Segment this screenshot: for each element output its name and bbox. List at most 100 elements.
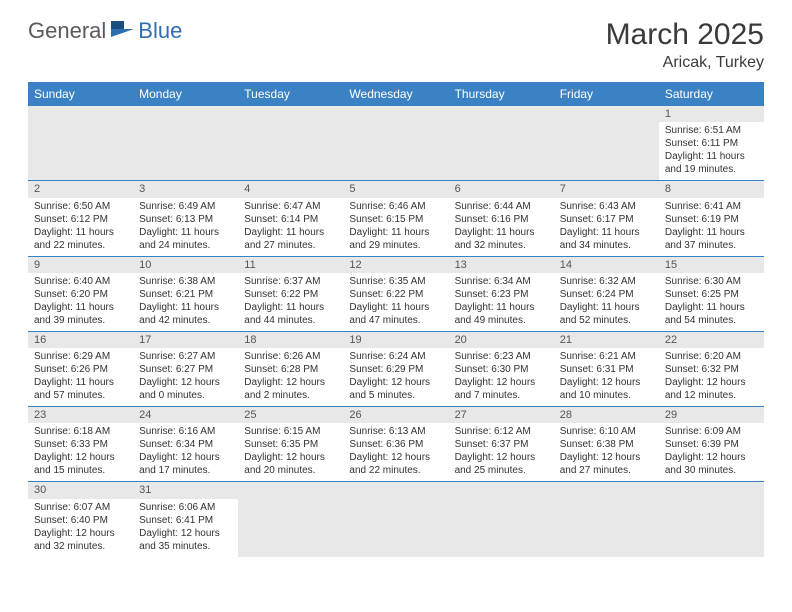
day-number: 2 (28, 181, 133, 197)
sunrise-text: Sunrise: 6:29 AM (34, 350, 127, 363)
sunset-text: Sunset: 6:12 PM (34, 213, 127, 226)
calendar-cell: 17Sunrise: 6:27 AMSunset: 6:27 PMDayligh… (133, 332, 238, 406)
calendar-cell (554, 106, 659, 180)
day-number: 24 (133, 407, 238, 423)
sunset-text: Sunset: 6:21 PM (139, 288, 232, 301)
logo: General Blue (28, 18, 182, 44)
calendar-cell: 11Sunrise: 6:37 AMSunset: 6:22 PMDayligh… (238, 257, 343, 331)
sunrise-text: Sunrise: 6:27 AM (139, 350, 232, 363)
sunset-text: Sunset: 6:41 PM (139, 514, 232, 527)
day-number: 1 (659, 106, 764, 122)
daylight-text: Daylight: 11 hours and 42 minutes. (139, 301, 232, 327)
calendar-cell: 22 Sunrise: 6:20 AMSunset: 6:32 PMDayligh… (659, 332, 764, 406)
daylight-text: Daylight: 12 hours and 0 minutes. (139, 376, 232, 402)
day-number: 19 (343, 332, 448, 348)
header: General Blue March 2025 Aricak, Turkey (0, 0, 792, 82)
sunset-text: Sunset: 6:22 PM (349, 288, 442, 301)
calendar-cell: 2Sunrise: 6:50 AMSunset: 6:12 PMDaylight… (28, 181, 133, 255)
sunset-text: Sunset: 6:33 PM (34, 438, 127, 451)
calendar-cell: 18Sunrise: 6:26 AMSunset: 6:28 PMDayligh… (238, 332, 343, 406)
daylight-text: Daylight: 12 hours and 12 minutes. (665, 376, 758, 402)
day-number: 14 (554, 257, 659, 273)
sunset-text: Sunset: 6:23 PM (455, 288, 548, 301)
calendar-cell: 8Sunrise: 6:41 AMSunset: 6:19 PMDaylight… (659, 181, 764, 255)
sunset-text: Sunset: 6:35 PM (244, 438, 337, 451)
calendar-cell: 28Sunrise: 6:10 AMSunset: 6:38 PMDayligh… (554, 407, 659, 481)
sunset-text: Sunset: 6:16 PM (455, 213, 548, 226)
sunset-text: Sunset: 6:32 PM (665, 363, 758, 376)
sunrise-text: Sunrise: 6:20 AM (665, 350, 758, 363)
daylight-text: Daylight: 12 hours and 5 minutes. (349, 376, 442, 402)
calendar-cell (238, 482, 343, 556)
day-number: 15 (659, 257, 764, 273)
sunrise-text: Sunrise: 6:38 AM (139, 275, 232, 288)
calendar-cell: 20Sunrise: 6:23 AMSunset: 6:30 PMDayligh… (449, 332, 554, 406)
day-number: 25 (238, 407, 343, 423)
sunrise-text: Sunrise: 6:49 AM (139, 200, 232, 213)
logo-text-general: General (28, 18, 106, 44)
calendar-cell: 4Sunrise: 6:47 AMSunset: 6:14 PMDaylight… (238, 181, 343, 255)
sunrise-text: Sunrise: 6:26 AM (244, 350, 337, 363)
sunset-text: Sunset: 6:31 PM (560, 363, 653, 376)
calendar-cell: 23Sunrise: 6:18 AMSunset: 6:33 PMDayligh… (28, 407, 133, 481)
day-number: 31 (133, 482, 238, 498)
sunset-text: Sunset: 6:14 PM (244, 213, 337, 226)
calendar-cell (133, 106, 238, 180)
calendar-cell: 14Sunrise: 6:32 AMSunset: 6:24 PMDayligh… (554, 257, 659, 331)
logo-flag-icon (110, 19, 136, 44)
calendar-cell: 31Sunrise: 6:06 AMSunset: 6:41 PMDayligh… (133, 482, 238, 556)
daylight-text: Daylight: 12 hours and 22 minutes. (349, 451, 442, 477)
sunrise-text: Sunrise: 6:44 AM (455, 200, 548, 213)
sunrise-text: Sunrise: 6:40 AM (34, 275, 127, 288)
day-number: 16 (28, 332, 133, 348)
sunset-text: Sunset: 6:15 PM (349, 213, 442, 226)
calendar-week: 30Sunrise: 6:07 AMSunset: 6:40 PMDayligh… (28, 482, 764, 556)
sunrise-text: Sunrise: 6:50 AM (34, 200, 127, 213)
sunrise-text: Sunrise: 6:47 AM (244, 200, 337, 213)
calendar-cell: 19Sunrise: 6:24 AMSunset: 6:29 PMDayligh… (343, 332, 448, 406)
daylight-text: Daylight: 12 hours and 7 minutes. (455, 376, 548, 402)
calendar-week: 16 Sunrise: 6:29 AMSunset: 6:26 PM Dayligh… (28, 332, 764, 407)
calendar-cell: 27Sunrise: 6:12 AMSunset: 6:37 PMDayligh… (449, 407, 554, 481)
sunrise-text: Sunrise: 6:37 AM (244, 275, 337, 288)
sunrise-text: Sunrise: 6:51 AM (665, 124, 758, 137)
sunrise-text: Sunrise: 6:21 AM (560, 350, 653, 363)
calendar-cell (449, 106, 554, 180)
sunset-text: Sunset: 6:37 PM (455, 438, 548, 451)
sunrise-text: Sunrise: 6:32 AM (560, 275, 653, 288)
daylight-text: Daylight: 11 hours and 39 minutes. (34, 301, 127, 327)
calendar-cell: 26Sunrise: 6:13 AMSunset: 6:36 PMDayligh… (343, 407, 448, 481)
sunset-text: Sunset: 6:30 PM (455, 363, 548, 376)
calendar-cell: 12Sunrise: 6:35 AMSunset: 6:22 PMDayligh… (343, 257, 448, 331)
day-header: Tuesday (238, 82, 343, 106)
day-header: Thursday (449, 82, 554, 106)
daylight-text: Daylight: 12 hours and 10 minutes. (560, 376, 653, 402)
sunrise-text: Sunrise: 6:23 AM (455, 350, 548, 363)
day-header: Monday (133, 82, 238, 106)
sunset-text: Sunset: 6:26 PM (34, 363, 127, 376)
calendar-cell: 15Sunrise: 6:30 AMSunset: 6:25 PMDayligh… (659, 257, 764, 331)
day-number: 26 (343, 407, 448, 423)
sunset-text: Sunset: 6:22 PM (244, 288, 337, 301)
calendar-week: 1Sunrise: 6:51 AMSunset: 6:11 PMDaylight… (28, 106, 764, 181)
day-number: 23 (28, 407, 133, 423)
daylight-text: Daylight: 12 hours and 15 minutes. (34, 451, 127, 477)
daylight-text: Daylight: 11 hours and 29 minutes. (349, 226, 442, 252)
sunset-text: Sunset: 6:25 PM (665, 288, 758, 301)
day-number: 12 (343, 257, 448, 273)
sunrise-text: Sunrise: 6:15 AM (244, 425, 337, 438)
day-number: 30 (28, 482, 133, 498)
day-number: 22 (659, 332, 764, 348)
calendar-cell: 3Sunrise: 6:49 AMSunset: 6:13 PMDaylight… (133, 181, 238, 255)
sunrise-text: Sunrise: 6:09 AM (665, 425, 758, 438)
sunset-text: Sunset: 6:24 PM (560, 288, 653, 301)
day-number: 27 (449, 407, 554, 423)
calendar-week: 9Sunrise: 6:40 AMSunset: 6:20 PMDaylight… (28, 257, 764, 332)
calendar-cell (659, 482, 764, 556)
sunset-text: Sunset: 6:20 PM (34, 288, 127, 301)
daylight-text: Daylight: 11 hours and 47 minutes. (349, 301, 442, 327)
day-number: 5 (343, 181, 448, 197)
calendar-cell: 25Sunrise: 6:15 AMSunset: 6:35 PMDayligh… (238, 407, 343, 481)
calendar-cell: 1Sunrise: 6:51 AMSunset: 6:11 PMDaylight… (659, 106, 764, 180)
sunset-text: Sunset: 6:27 PM (139, 363, 232, 376)
